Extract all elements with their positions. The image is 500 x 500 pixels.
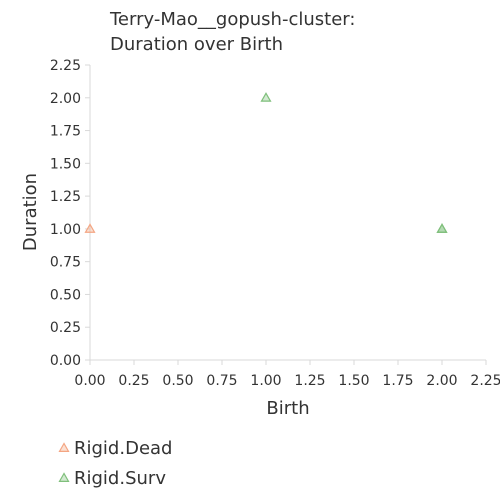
chart-title-line-1: Terry-Mao__gopush-cluster:: [109, 9, 355, 30]
y-axis-ticks: 0.00 0.25 0.50 0.75 1.00 1.25 1.50 1.75 2.00 2.25: [50, 58, 90, 369]
y-tick-label: 1.75: [50, 124, 81, 140]
x-tick-label: 0.25: [118, 373, 149, 389]
legend-label: Rigid.Dead: [74, 438, 172, 459]
x-tick-label: 0.50: [162, 373, 193, 389]
chart-title-line-2: Duration over Birth: [110, 34, 283, 55]
y-tick-label: 2.25: [50, 58, 81, 74]
x-axis-ticks: 0.00 0.25 0.50 0.75 1.00 1.25 1.50 1.75 2.00 2.25: [74, 360, 500, 389]
data-points: [84, 92, 448, 233]
legend-item-rigid-surv: Rigid.Surv: [58, 468, 166, 489]
x-axis-label: Birth: [266, 398, 309, 419]
x-tick-label: 1.50: [338, 373, 369, 389]
x-tick-label: 0.75: [206, 373, 237, 389]
legend-label: Rigid.Surv: [74, 468, 166, 489]
y-tick-label: 1.25: [50, 189, 81, 205]
x-tick-label: 1.25: [294, 373, 325, 389]
y-axis-label: Duration: [20, 173, 41, 251]
y-tick-label: 2.00: [50, 91, 81, 107]
legend-marker: [58, 442, 70, 452]
legend-item-rigid-dead: Rigid.Dead: [58, 438, 172, 459]
data-point-rigid-dead: [84, 223, 96, 233]
x-tick-label: 2.00: [426, 373, 457, 389]
y-tick-label: 0.00: [50, 353, 81, 369]
y-tick-label: 0.50: [50, 287, 81, 303]
y-tick-label: 0.25: [50, 320, 81, 336]
x-tick-label: 0.00: [74, 373, 105, 389]
data-point-rigid-surv: [260, 92, 272, 102]
y-tick-label: 0.75: [50, 255, 81, 271]
x-tick-label: 1.75: [382, 373, 413, 389]
legend: Rigid.Dead Rigid.Surv: [58, 438, 172, 489]
y-tick-label: 1.00: [50, 222, 81, 238]
y-tick-label: 1.50: [50, 156, 81, 172]
x-tick-label: 2.25: [470, 373, 500, 389]
x-tick-label: 1.00: [250, 373, 281, 389]
legend-marker: [58, 472, 70, 482]
data-point-rigid-surv: [436, 223, 448, 233]
chart-title: Terry-Mao__gopush-cluster: Duration over…: [109, 9, 355, 55]
